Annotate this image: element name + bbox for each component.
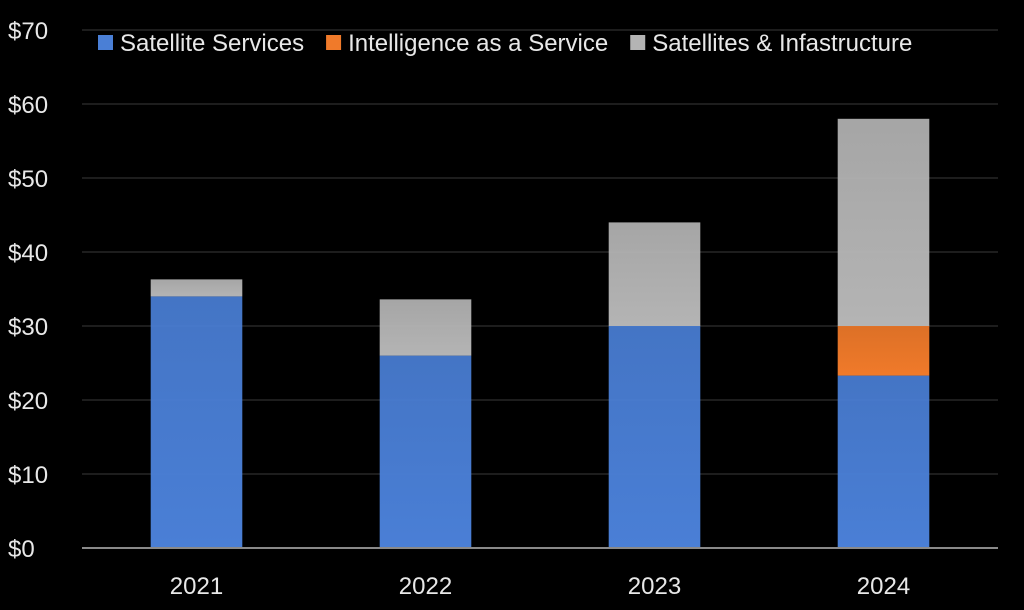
- legend-label: Satellites & Infastructure: [652, 30, 912, 57]
- bar-segment: [837, 326, 930, 376]
- legend-swatch: [98, 35, 113, 50]
- bars: [150, 118, 930, 548]
- bar-segment: [837, 375, 930, 548]
- x-tick-label: 2024: [857, 573, 910, 600]
- y-tick-label: $40: [8, 240, 48, 267]
- x-tick-label: 2022: [399, 573, 452, 600]
- y-tick-label: $30: [8, 314, 48, 341]
- legend-swatch: [326, 35, 342, 50]
- bar-segment: [379, 355, 472, 548]
- y-tick-label: $50: [8, 166, 48, 193]
- y-tick-label: $60: [8, 92, 48, 119]
- legend-swatch: [630, 35, 646, 50]
- bar-segment: [608, 326, 701, 548]
- legend: Satellite Services Intelligence as a Serv…: [98, 30, 912, 57]
- y-tick-label: $10: [8, 462, 48, 489]
- x-tick-label: 2023: [628, 573, 681, 600]
- bar-segment: [837, 118, 930, 326]
- bar-segment: [150, 279, 243, 297]
- y-tick-label: $0: [8, 536, 35, 563]
- bar-segment: [379, 299, 472, 356]
- legend-label: Intelligence as a Service: [348, 30, 608, 57]
- x-tick-label: 2021: [170, 573, 223, 600]
- axes: $0 $10 $20 $30 $40 $50 $60 $70 2021 2022 2023 2024: [8, 18, 998, 600]
- y-tick-label: $70: [8, 18, 48, 45]
- legend-label: Satellite Services: [120, 30, 304, 57]
- bar-segment: [150, 296, 243, 548]
- y-tick-label: $20: [8, 388, 48, 415]
- bar-segment: [608, 222, 701, 326]
